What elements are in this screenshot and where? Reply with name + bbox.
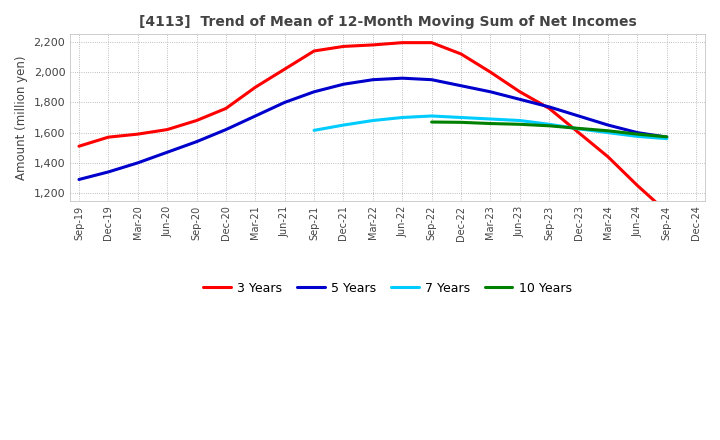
- 7 Years: [456, 115, 465, 120]
- 3 Years: [662, 209, 671, 215]
- 5 Years: [456, 83, 465, 88]
- 5 Years: [516, 97, 524, 102]
- Line: 3 Years: 3 Years: [79, 43, 667, 212]
- 3 Years: [310, 48, 318, 54]
- 3 Years: [192, 118, 201, 123]
- 5 Years: [251, 114, 260, 119]
- 3 Years: [133, 132, 142, 137]
- 3 Years: [369, 42, 377, 48]
- 3 Years: [575, 130, 583, 135]
- 5 Years: [398, 76, 407, 81]
- 5 Years: [104, 169, 113, 175]
- Line: 5 Years: 5 Years: [79, 78, 667, 180]
- 3 Years: [251, 84, 260, 90]
- 3 Years: [516, 89, 524, 95]
- 10 Years: [633, 132, 642, 137]
- 5 Years: [428, 77, 436, 82]
- 5 Years: [280, 100, 289, 105]
- 10 Years: [575, 126, 583, 131]
- 10 Years: [486, 121, 495, 126]
- 3 Years: [486, 70, 495, 75]
- 3 Years: [104, 135, 113, 140]
- 5 Years: [486, 89, 495, 95]
- 5 Years: [575, 114, 583, 119]
- 3 Years: [428, 40, 436, 45]
- 3 Years: [339, 44, 348, 49]
- 5 Years: [662, 135, 671, 140]
- 3 Years: [222, 106, 230, 111]
- 7 Years: [310, 128, 318, 133]
- Line: 10 Years: 10 Years: [432, 122, 667, 137]
- 5 Years: [339, 81, 348, 87]
- 5 Years: [222, 127, 230, 132]
- 3 Years: [603, 154, 612, 159]
- 5 Years: [603, 122, 612, 128]
- 10 Years: [456, 120, 465, 125]
- 3 Years: [163, 127, 171, 132]
- Title: [4113]  Trend of Mean of 12-Month Moving Sum of Net Incomes: [4113] Trend of Mean of 12-Month Moving …: [139, 15, 636, 29]
- 7 Years: [662, 136, 671, 141]
- 5 Years: [369, 77, 377, 82]
- Y-axis label: Amount (million yen): Amount (million yen): [15, 55, 28, 180]
- 7 Years: [633, 134, 642, 139]
- 5 Years: [192, 139, 201, 144]
- Line: 7 Years: 7 Years: [314, 116, 667, 139]
- 5 Years: [310, 89, 318, 95]
- 3 Years: [280, 66, 289, 72]
- 10 Years: [545, 123, 554, 128]
- 5 Years: [633, 130, 642, 135]
- 10 Years: [603, 128, 612, 133]
- 3 Years: [633, 183, 642, 188]
- 3 Years: [398, 40, 407, 45]
- 3 Years: [545, 106, 554, 111]
- 10 Years: [662, 134, 671, 139]
- 7 Years: [369, 118, 377, 123]
- 7 Years: [398, 115, 407, 120]
- 3 Years: [75, 143, 84, 149]
- 10 Years: [428, 119, 436, 125]
- 7 Years: [603, 130, 612, 135]
- 5 Years: [163, 150, 171, 155]
- 7 Years: [339, 122, 348, 128]
- 7 Years: [545, 121, 554, 127]
- 7 Years: [428, 114, 436, 119]
- 7 Years: [516, 118, 524, 123]
- Legend: 3 Years, 5 Years, 7 Years, 10 Years: 3 Years, 5 Years, 7 Years, 10 Years: [199, 277, 577, 300]
- 3 Years: [456, 51, 465, 57]
- 5 Years: [133, 160, 142, 165]
- 7 Years: [486, 116, 495, 121]
- 7 Years: [575, 126, 583, 132]
- 10 Years: [516, 121, 524, 127]
- 5 Years: [545, 104, 554, 110]
- 5 Years: [75, 177, 84, 182]
